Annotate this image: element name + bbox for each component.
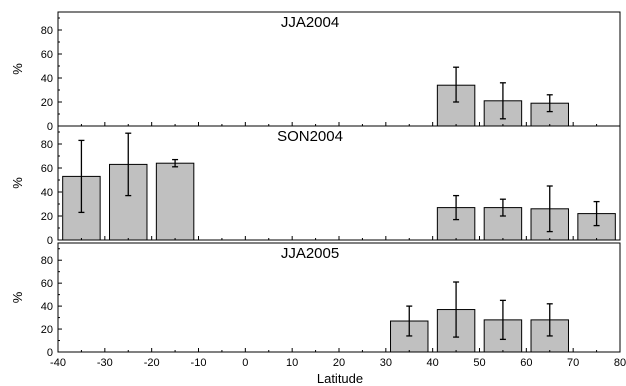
- y-axis-title: %: [10, 177, 25, 189]
- y-tick-label: 40: [41, 301, 53, 313]
- x-tick-label: 80: [614, 357, 626, 369]
- x-tick-label: 60: [520, 357, 532, 369]
- bar: [155, 162, 195, 241]
- x-tick-label: 50: [473, 357, 485, 369]
- y-tick-label: 40: [41, 187, 53, 199]
- x-tick-label: 30: [380, 357, 392, 369]
- y-tick-label: 60: [41, 163, 53, 175]
- y-tick-label: 20: [41, 97, 53, 109]
- y-tick-label: 0: [47, 347, 53, 359]
- x-tick-label: -20: [144, 357, 160, 369]
- y-tick-label: 80: [41, 255, 53, 267]
- panel-title: JJA2004: [281, 14, 339, 31]
- panel-2: 0 20 40 60 80 SON2004%: [10, 125, 621, 247]
- panel-1: 0 20 40 60 80 JJA2004%: [10, 11, 621, 133]
- panel-title: SON2004: [277, 128, 343, 145]
- x-axis-title: Latitude: [317, 371, 363, 386]
- bar: [436, 207, 476, 241]
- x-tick-label: 20: [333, 357, 345, 369]
- y-tick-label: 80: [41, 25, 53, 37]
- y-axis-title: %: [10, 291, 25, 303]
- x-tick-label: -10: [191, 357, 207, 369]
- x-tick-label: -40: [50, 357, 66, 369]
- x-tick-label: 0: [242, 357, 248, 369]
- x-axis: -40 -30 -20 -10 0 10 20 30 40 50 60 70 80: [50, 357, 626, 369]
- panel-title: JJA2005: [281, 245, 339, 262]
- x-tick-label: 40: [427, 357, 439, 369]
- panel-3: 0 20 40 60 80 JJA2005%: [10, 242, 621, 359]
- y-tick-label: 40: [41, 73, 53, 85]
- y-tick-label: 60: [41, 49, 53, 61]
- y-tick-label: 0: [47, 235, 53, 247]
- x-tick-label: -30: [97, 357, 113, 369]
- x-tick-label: 70: [567, 357, 579, 369]
- x-tick-label: 10: [286, 357, 298, 369]
- y-axis-title: %: [10, 63, 25, 75]
- chart-panels: 0 20 40 60 80 JJA2004% 0 20 40 60 80 SON2004% 0 20 40 6…: [10, 11, 626, 369]
- y-tick-label: 60: [41, 278, 53, 290]
- y-tick-label: 20: [41, 211, 53, 223]
- y-tick-label: 80: [41, 139, 53, 151]
- y-tick-label: 0: [47, 121, 53, 133]
- y-tick-label: 20: [41, 324, 53, 336]
